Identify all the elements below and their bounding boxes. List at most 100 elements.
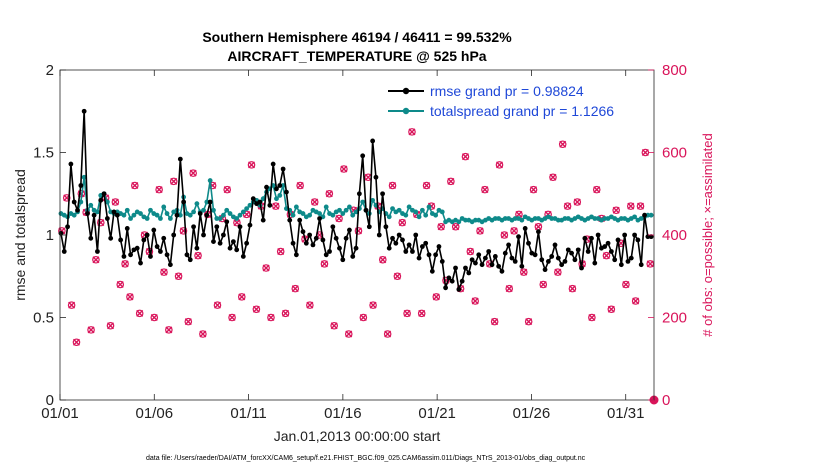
obs-count-point	[340, 165, 348, 173]
rmse-point	[439, 259, 445, 264]
rmse-point	[532, 252, 538, 258]
obs-count-point	[646, 260, 655, 268]
rmse-point	[502, 250, 508, 256]
totalspread-point	[290, 212, 296, 218]
totalspread-point	[214, 216, 220, 221]
rmse-point	[390, 235, 395, 241]
rmse-point	[552, 242, 558, 248]
rmse-point	[187, 257, 193, 263]
rmse-point	[68, 161, 74, 167]
obs-count-point	[126, 293, 134, 301]
totalspread-point	[396, 207, 402, 213]
totalspread-point	[277, 193, 283, 198]
totalspread-point	[502, 216, 508, 221]
totalspread-point	[138, 211, 143, 216]
totalspread-point	[439, 209, 445, 215]
x-axis-ticks: 01/01 01/06 01/11 01/16 01/21 01/26 01/31	[41, 70, 644, 422]
obs-count-point	[626, 202, 635, 210]
obs-count-point	[92, 255, 100, 264]
totalspread-point	[240, 209, 246, 215]
obs-count-point	[622, 280, 630, 289]
totalspread-point	[592, 216, 598, 221]
rmse-point	[582, 235, 588, 241]
totalspread-point	[237, 212, 243, 218]
obs-count-point	[563, 202, 572, 210]
rmse-point	[360, 153, 366, 159]
totalspread-point	[104, 199, 110, 205]
y-right-tick-label: 400	[662, 227, 687, 244]
rmse-point	[78, 183, 84, 188]
rmse-point	[310, 242, 316, 248]
rmse-point	[197, 211, 203, 216]
rmse-point	[313, 235, 319, 241]
rmse-point	[602, 244, 608, 249]
obs-count-point	[432, 293, 441, 301]
obs-count-point	[111, 198, 120, 206]
legend: rmse grand pr = 0.98824 totalspread gran…	[383, 80, 648, 122]
rmse-point	[545, 259, 551, 264]
obs-count-point	[408, 128, 416, 136]
rmse-point	[376, 232, 382, 238]
obs-count-point	[558, 140, 567, 149]
totalspread-point	[323, 204, 329, 210]
rmse-point	[88, 235, 94, 241]
obs-count-point	[272, 202, 280, 210]
obs-count-point	[476, 227, 484, 235]
rmse-point	[370, 138, 376, 144]
totalspread-point	[71, 212, 77, 218]
obs-count-point	[169, 177, 178, 186]
rmse-point	[456, 287, 462, 292]
rmse-point	[496, 263, 502, 269]
totalspread-point	[131, 212, 137, 218]
rmse-point	[330, 224, 336, 230]
obs-count-point	[330, 321, 338, 330]
legend-spread-label: totalspread grand pr = 1.1266	[430, 103, 614, 119]
y-left-tick-label: 2	[46, 62, 54, 79]
totalspread-point	[247, 202, 253, 208]
totalspread-point	[353, 209, 359, 215]
rmse-point	[419, 244, 425, 249]
x-tick-label: 01/01	[41, 405, 79, 422]
totalspread-point	[555, 217, 561, 223]
rmse-point	[323, 252, 329, 258]
obs-count-point	[237, 293, 246, 301]
rmse-point	[572, 257, 578, 263]
rmse-point	[526, 240, 531, 246]
rmse-point	[366, 224, 372, 230]
rmse-point	[174, 212, 180, 218]
totalspread-point	[512, 216, 518, 221]
rmse-point	[539, 257, 545, 263]
obs-count-point	[184, 317, 193, 326]
totalspread-point	[433, 212, 439, 218]
footnote-data-file: data file: /Users/raeder/DAI/ATM_forcXX/…	[146, 455, 586, 462]
obs-count-point	[602, 251, 611, 260]
obs-count-point	[291, 284, 300, 293]
obs-count-point	[461, 152, 470, 161]
obs-count-point	[437, 222, 445, 231]
obs-count-point	[524, 317, 533, 326]
totalspread-point	[187, 212, 193, 218]
obs-count-point	[539, 280, 548, 289]
rmse-point	[489, 262, 495, 268]
rmse-point	[589, 235, 594, 241]
rmse-point	[463, 265, 468, 271]
rmse-point	[75, 207, 80, 213]
rmse-point	[512, 259, 518, 264]
y-axis-right-ticks: 0 200 400 600 800	[648, 62, 687, 409]
x-tick-label: 01/16	[324, 405, 362, 422]
totalspread-point	[602, 216, 608, 221]
rmse-point	[426, 252, 432, 258]
rmse-point	[638, 262, 644, 268]
rmse-point	[403, 249, 409, 254]
obs-count-point	[252, 305, 261, 314]
obs-count-point	[228, 313, 236, 322]
rmse-point	[393, 240, 399, 246]
rmse-point	[303, 240, 309, 246]
rmse-point	[569, 250, 574, 256]
rmse-point	[615, 237, 621, 243]
rmse-point	[446, 275, 452, 281]
rmse-point	[327, 249, 332, 254]
totalspread-point	[158, 216, 163, 221]
obs-count-point	[262, 264, 270, 272]
totalspread-point	[234, 216, 240, 221]
